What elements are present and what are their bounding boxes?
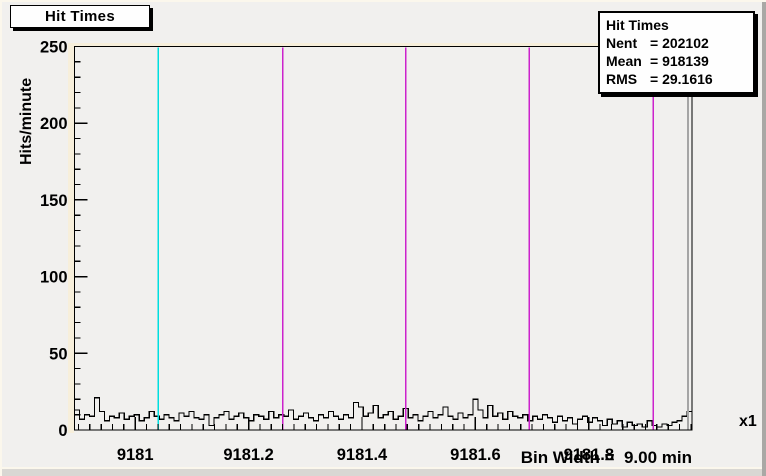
y-tick-label: 250 bbox=[40, 39, 68, 57]
x-tick-label: 9181.8 bbox=[564, 446, 614, 464]
stats-entry-mean: Mean = 918139 bbox=[606, 52, 747, 70]
frame-bevel-top bbox=[68, 43, 694, 47]
y-tick-label: 0 bbox=[58, 422, 67, 440]
stats-label-rms: RMS bbox=[606, 71, 638, 87]
x-axis-multiplier: x1 bbox=[739, 413, 757, 430]
x-tick-label: 9181.4 bbox=[337, 446, 388, 464]
x-tick-label: 9181.6 bbox=[450, 446, 500, 464]
histogram-title-box[interactable]: Hit Times bbox=[10, 5, 150, 28]
y-tick-label: 150 bbox=[40, 192, 68, 210]
canvas-bevel-bottom-light bbox=[2, 467, 762, 469]
histogram-step-line bbox=[73, 397, 693, 430]
y-tick-label: 100 bbox=[40, 269, 68, 287]
stats-title: Hit Times bbox=[606, 17, 669, 33]
stats-entry-rms: RMS = 29.1616 bbox=[606, 70, 747, 88]
stats-box[interactable]: Hit Times Nent = 202102 Mean = 918139 RM… bbox=[598, 11, 755, 94]
x-axis-title: Bin Width = 9.00 min bbox=[520, 448, 692, 467]
stats-label-nent: Nent bbox=[606, 35, 638, 51]
histogram-title-text: Hit Times bbox=[45, 8, 115, 25]
x-tick-label: 9181.2 bbox=[223, 446, 273, 464]
stats-entry-nent: Nent = 202102 bbox=[606, 34, 747, 52]
stats-label-mean: Mean bbox=[606, 53, 642, 69]
canvas-bevel-right bbox=[762, 2, 766, 476]
stats-value-mean: = 918139 bbox=[650, 53, 709, 69]
stats-value-rms: = 29.1616 bbox=[650, 71, 713, 87]
plot-frame bbox=[73, 45, 693, 431]
y-axis-title: Hits/minute bbox=[18, 77, 35, 165]
stats-value-nent: = 202102 bbox=[650, 35, 709, 51]
y-tick-label: 200 bbox=[40, 115, 68, 133]
y-tick-label: 50 bbox=[49, 345, 67, 363]
canvas-bevel-bottom-dark bbox=[2, 469, 762, 476]
x-tick-label: 9181 bbox=[117, 446, 154, 464]
frame-bevel-left bbox=[68, 43, 74, 433]
